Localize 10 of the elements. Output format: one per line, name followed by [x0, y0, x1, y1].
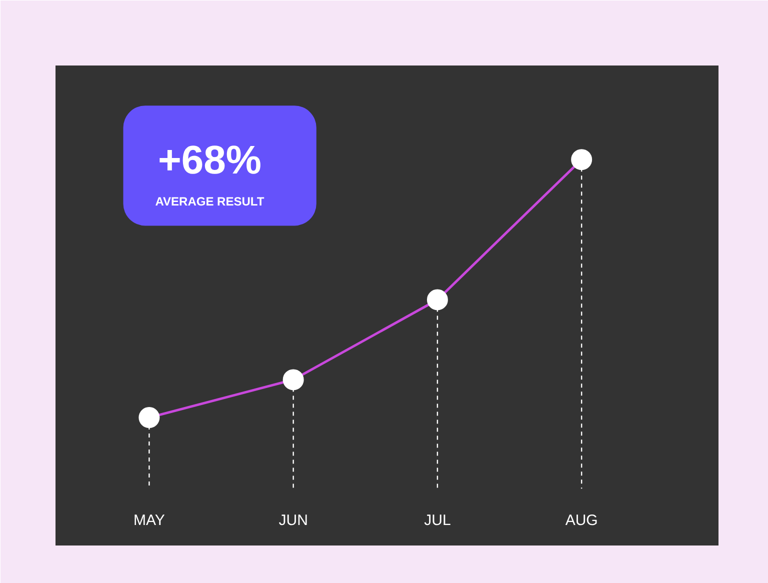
point [282, 369, 304, 390]
point [426, 289, 448, 310]
x-tick-label: MAY [133, 512, 165, 529]
point [138, 407, 160, 428]
annotation: AVERAGE RESULT [155, 194, 265, 209]
point [571, 149, 592, 170]
x-tick-label: JUN [278, 512, 308, 529]
x-tick-label: JUL [424, 512, 451, 529]
x-tick-label: AUG [565, 512, 598, 529]
annotation: +68% [158, 138, 262, 183]
